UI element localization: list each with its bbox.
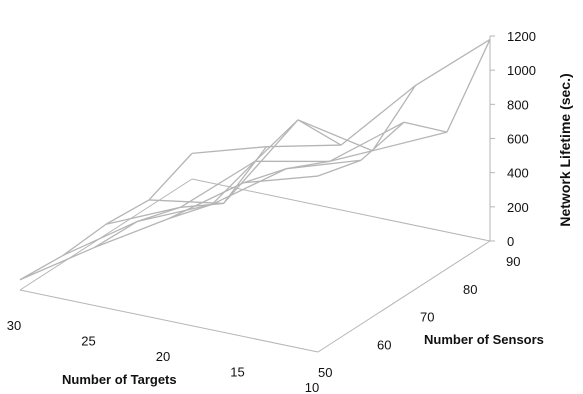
surface-edge [222,146,268,204]
z-tick-label: 800 [507,97,529,112]
surface-edge [372,131,448,152]
x-tick-label: 15 [230,365,244,380]
surface-edge [180,160,256,208]
x-axis-title: Number of Targets [62,372,177,387]
surface-edge [297,119,342,146]
y-tick-label: 50 [318,365,332,380]
z-tick-label: 0 [507,234,514,249]
surface-edge [168,203,213,220]
surface-edge [243,168,287,184]
z-tick-label: 1200 [507,29,536,44]
y-tick-label: 60 [377,337,391,352]
surface-edge [105,206,181,225]
floor-plane [19,178,491,353]
surface-edge [137,203,213,223]
surface-edge [62,223,107,256]
surface-edge [446,39,491,133]
surface-edge [211,160,256,205]
x-tick-label: 20 [156,349,170,364]
surface-edge [180,202,224,208]
surface-edge [297,119,373,152]
x-tick-label: 10 [305,380,319,394]
surface-edge [266,144,342,148]
z-tick-label: 600 [507,132,529,147]
surface-edge [360,121,405,161]
surface-edge [254,119,299,162]
floor-front-edge [19,289,319,353]
surface-edge [19,246,95,281]
x-tick-label: 25 [81,334,95,349]
surface-edge [191,146,267,155]
y-tick-label: 70 [420,310,434,325]
floor-right-edge [317,240,491,353]
surface-edge [286,160,330,170]
surface-edge [403,121,448,133]
surface-edge [340,84,416,146]
surface-edge [19,254,64,281]
z-axis: 0 200 400 600 800 1000 1200 [489,29,536,249]
surface-edge [223,119,299,204]
x-tick-label: 30 [7,318,21,333]
surface-edge [329,121,405,162]
z-tick-label: 400 [507,166,529,181]
surface-edge [94,220,138,248]
surface-edge [94,217,170,249]
surface-edge [148,152,193,201]
z-tick-label: 1000 [507,63,536,78]
surface-edge [286,159,362,170]
floor-left-edge [19,178,193,291]
surface-edge [148,199,224,205]
x-axis-ticks: 30 25 20 15 10 [7,318,319,394]
surface-edge [415,38,491,86]
floor-back-edge [191,178,491,242]
surface-edge [168,182,244,220]
z-axis-title: Network Lifetime (sec.) [557,73,573,226]
surface-edge [243,175,319,184]
y-tick-label: 80 [463,282,477,297]
z-tick-label: 200 [507,200,529,215]
y-axis-ticks: 50 60 70 80 90 [318,254,520,380]
y-axis-title: Number of Sensors [424,332,544,347]
surface-edge [371,85,417,152]
surface-edge [105,199,150,225]
surface-mesh [19,38,491,281]
surface-edge [329,150,373,163]
surface-edge [62,220,138,257]
y-tick-label: 90 [506,254,520,269]
surface-edge [211,168,287,206]
surface-edge [317,159,362,177]
surface-edge [137,206,181,222]
